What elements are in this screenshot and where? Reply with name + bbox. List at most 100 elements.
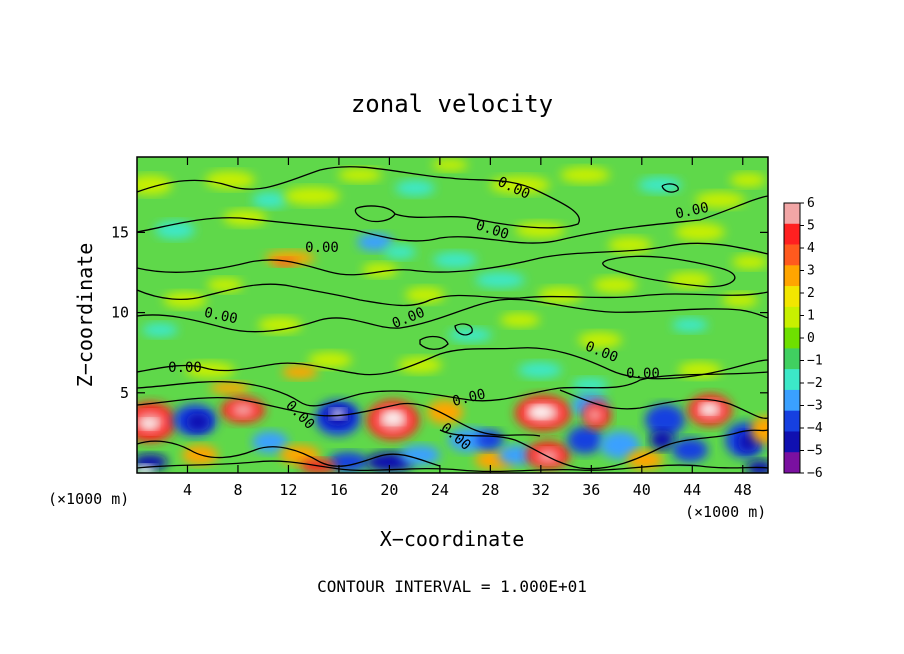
field-cell [398,357,442,373]
field-cell [730,173,766,187]
field-cell [668,272,712,288]
field-cell [529,406,553,418]
field-cell [746,460,768,473]
field-cell [400,445,440,465]
x-tick-label: 28 [481,481,499,499]
zero-contour [454,323,473,336]
chart-title: zonal velocity [351,90,553,118]
plot-frame [136,156,769,474]
zero-contour [137,347,768,380]
field-cell [383,412,403,424]
x-tick-label: 32 [532,481,550,499]
zero-contour [137,298,768,333]
colorbar-tick-label: −3 [807,399,823,414]
colorbar-tick-label: −1 [807,354,823,369]
zero-contour [602,255,736,288]
field-cell [155,221,195,239]
colorbar-tick-label: 1 [807,309,815,324]
colorbar-swatch [784,410,800,432]
colorbar-tick-label: 4 [807,241,815,256]
field-cell [567,426,603,454]
field-cell [432,159,468,171]
field-cell [284,187,340,205]
plot-area: 0.000.000.000.00 0.000.000.000.000.000.00… [136,156,769,474]
colorbar-swatch [784,452,800,474]
y-tick-label: 10 [111,304,129,322]
x-tick-label: 44 [683,481,701,499]
field-cell [405,287,445,303]
field-cell [338,168,382,182]
field-cell [608,237,652,253]
field-cell [328,452,368,472]
colorbar-swatch [784,244,800,266]
colorbar-tick-label: −6 [807,466,823,481]
colorbar-tick-label: 0 [807,331,815,346]
field-cell [695,192,745,208]
colorbar-swatch [784,223,800,245]
zero-contour [137,166,581,229]
x-tick-label: 40 [633,481,651,499]
x-tick-label: 16 [330,481,348,499]
zero-contour [559,389,768,419]
x-tick-label: 20 [380,481,398,499]
field-cell [448,328,492,342]
field-cell [163,292,207,308]
field-cell [308,352,352,368]
field-cell [141,419,157,429]
colorbar-swatch [784,306,800,328]
zero-contour [137,460,768,473]
colorbar-tick-label: 3 [807,264,815,279]
contour-label: 0.00 [168,360,202,376]
field-cell [593,277,637,293]
colorbar-swatch [784,327,800,349]
colorbar-swatch [784,265,800,287]
field-cell [475,272,525,288]
x-tick-label: 24 [431,481,449,499]
zero-contour [137,371,768,407]
contour-label: 0.00 [203,305,239,328]
colorbar-swatch [784,286,800,308]
colorbar-tick-label: −2 [807,376,823,391]
x-unit-right: (×1000 m) [685,503,766,521]
field-cell [672,318,708,332]
colorbar-swatch [784,203,800,225]
zero-contour [137,396,541,437]
field-cell [515,222,565,238]
contour-interval-note: CONTOUR INTERVAL = 1.000E+01 [317,577,587,596]
field-cell [600,431,640,459]
field-cell [587,408,603,422]
field-cell [395,180,435,196]
field-cell [433,252,477,268]
field-cell [627,450,663,470]
field-cell [476,430,504,450]
zero-contour [137,242,768,276]
field-cell [722,293,758,307]
field-cell [207,278,243,292]
colorbar-swatch [784,369,800,391]
field-cell [142,323,178,337]
field-cell [538,287,582,303]
x-tick-label: 12 [279,481,297,499]
zero-contour [419,335,449,350]
y-tick-label: 5 [120,384,129,402]
zero-contour [439,429,768,470]
x-unit-left: (×1000 m) [48,490,129,508]
zero-contour [137,440,441,467]
field-cell [645,404,685,436]
field-cell [578,332,622,348]
zero-contour [354,205,396,223]
field-cell [498,445,534,465]
contour-label: 0.00 [674,200,710,223]
field-cell [186,413,210,431]
field-cell [231,403,255,417]
zero-contour [661,183,679,193]
field-cell [282,365,318,379]
y-tick-label: 15 [111,223,129,241]
zero-contour [137,195,768,244]
field-cell [500,313,540,327]
field-cell [518,362,562,378]
field-cell [675,223,725,241]
colorbar-swatch [784,389,800,411]
zero-contour [137,283,768,307]
x-tick-label: 36 [582,481,600,499]
